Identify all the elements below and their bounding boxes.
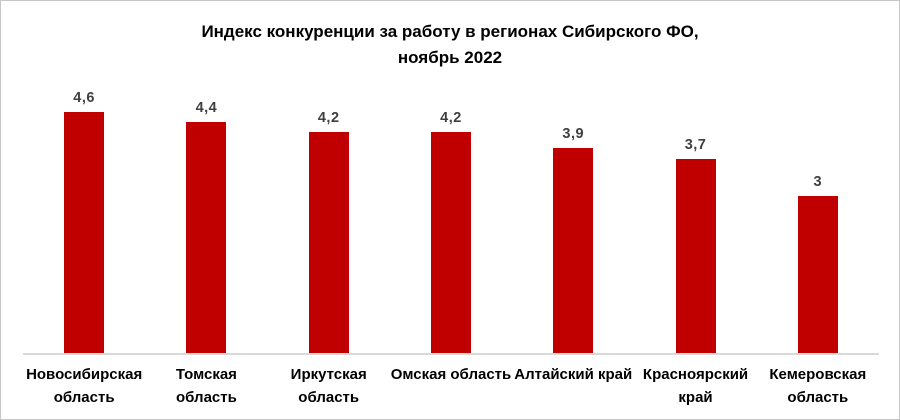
category-label-line: край bbox=[678, 389, 713, 406]
bar-value-label: 4,4 bbox=[195, 100, 218, 116]
x-axis-line bbox=[23, 353, 879, 355]
category-label: Омская область bbox=[390, 363, 512, 386]
category-label: Иркутская область bbox=[268, 363, 390, 409]
category-label-line: Новосибирская bbox=[26, 366, 143, 383]
bar-column: 4,2 bbox=[268, 90, 390, 354]
category-label: Кемеровская область bbox=[757, 363, 879, 409]
bar-column: 3 bbox=[757, 90, 879, 354]
bar-column: 4,2 bbox=[390, 90, 512, 354]
plot-area: 4,6 4,4 4,2 4,2 3,9 3,7 3 bbox=[23, 90, 879, 354]
category-label-line: область bbox=[53, 389, 115, 406]
category-label: Новосибирская область bbox=[23, 363, 145, 409]
category-label-line: Томская bbox=[175, 366, 237, 383]
bar-column: 3,9 bbox=[512, 90, 634, 354]
category-label-line: Алтайский край bbox=[514, 366, 633, 383]
category-label: Красноярский край bbox=[634, 363, 756, 409]
category-label: Алтайский край bbox=[512, 363, 634, 386]
category-label-line: Кемеровская bbox=[769, 366, 867, 383]
bar-column: 4,6 bbox=[23, 90, 145, 354]
category-label-line: область bbox=[787, 389, 849, 406]
category-label-line: область bbox=[176, 389, 237, 406]
chart-title-block: Индекс конкуренции за работу в регионах … bbox=[1, 19, 899, 71]
bar-column: 3,7 bbox=[634, 90, 756, 354]
bar-value-label: 3 bbox=[813, 174, 823, 190]
bar bbox=[64, 112, 105, 354]
chart-title: Индекс конкуренции за работу в регионах … bbox=[201, 22, 699, 41]
bar bbox=[553, 148, 594, 354]
bar bbox=[797, 196, 838, 354]
category-label-line: Омская область bbox=[390, 366, 512, 383]
bar-value-label: 3,7 bbox=[684, 137, 707, 153]
bar bbox=[186, 122, 227, 354]
bar-value-label: 3,9 bbox=[562, 126, 585, 142]
category-label-line: Иркутская bbox=[290, 366, 367, 383]
bar-value-label: 4,2 bbox=[440, 110, 462, 126]
category-labels-row: Новосибирская область Томская область Иркутс… bbox=[23, 363, 879, 409]
bar-column: 4,4 bbox=[145, 90, 267, 354]
bar bbox=[675, 159, 716, 354]
category-label-line: Красноярский bbox=[642, 366, 749, 383]
chart-subtitle: ноябрь 2022 bbox=[397, 48, 503, 67]
bar bbox=[308, 132, 349, 354]
bar-value-label: 4,6 bbox=[73, 90, 95, 106]
bar bbox=[430, 132, 471, 354]
bars-row: 4,6 4,4 4,2 4,2 3,9 3,7 3 bbox=[23, 90, 879, 354]
category-label-line: область bbox=[298, 389, 360, 406]
category-label: Томская область bbox=[145, 363, 267, 409]
bar-value-label: 4,2 bbox=[317, 110, 340, 126]
